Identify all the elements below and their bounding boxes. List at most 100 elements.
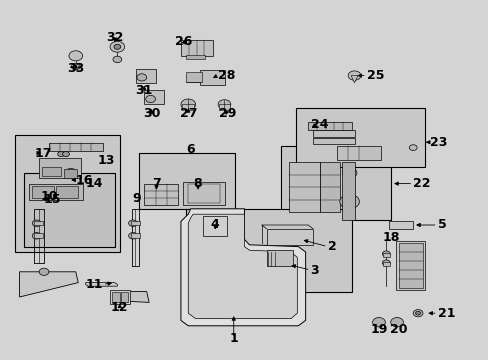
Text: 1: 1 [229, 332, 238, 345]
Polygon shape [350, 76, 357, 83]
Circle shape [137, 74, 146, 81]
Bar [24, 173, 115, 247]
Circle shape [342, 167, 356, 178]
Circle shape [128, 233, 137, 239]
Bar [181, 40, 212, 56]
Bar [203, 216, 227, 236]
Text: 32: 32 [106, 31, 123, 44]
Text: 24: 24 [310, 118, 327, 131]
Circle shape [390, 318, 403, 327]
Text: 13: 13 [97, 154, 115, 167]
Bar [63, 169, 77, 178]
Text: 7: 7 [152, 177, 161, 190]
Circle shape [65, 168, 77, 177]
Circle shape [113, 56, 122, 63]
Text: 22: 22 [412, 177, 430, 190]
Bar [388, 221, 412, 229]
Bar [121, 292, 128, 302]
Bar [266, 229, 312, 245]
Polygon shape [115, 292, 149, 302]
Text: 19: 19 [369, 323, 387, 336]
Bar [398, 243, 422, 288]
Text: 4: 4 [210, 219, 219, 231]
Circle shape [58, 152, 64, 157]
Text: 25: 25 [366, 69, 384, 82]
Bar [29, 184, 83, 200]
Circle shape [39, 268, 49, 275]
Bar [185, 55, 205, 59]
Text: 20: 20 [389, 323, 407, 336]
Circle shape [408, 145, 416, 150]
Bar [41, 167, 61, 176]
Bar [342, 162, 354, 220]
Bar [49, 143, 102, 151]
Bar [185, 72, 202, 82]
Bar [183, 182, 224, 205]
Text: 9: 9 [132, 192, 141, 204]
Circle shape [415, 311, 420, 315]
Bar [131, 233, 140, 238]
Circle shape [218, 100, 230, 109]
Bar [295, 108, 425, 167]
Text: 6: 6 [186, 143, 195, 156]
Circle shape [32, 233, 41, 239]
Bar [144, 90, 163, 104]
Bar [39, 158, 81, 178]
Text: 15: 15 [44, 193, 61, 206]
Circle shape [128, 220, 137, 226]
Text: 33: 33 [67, 62, 84, 75]
Bar [32, 186, 54, 198]
Text: 27: 27 [179, 107, 197, 120]
Bar [56, 186, 78, 198]
Circle shape [347, 71, 360, 80]
Bar [337, 146, 381, 160]
Text: 2: 2 [327, 240, 336, 253]
Polygon shape [181, 209, 305, 326]
Circle shape [339, 194, 359, 209]
Text: 18: 18 [382, 231, 399, 244]
Text: 23: 23 [429, 136, 447, 149]
Bar [307, 122, 351, 130]
Circle shape [69, 51, 82, 61]
Text: 30: 30 [142, 107, 160, 120]
Bar [185, 209, 351, 292]
Bar [320, 162, 339, 212]
Circle shape [382, 251, 389, 257]
Text: 14: 14 [85, 177, 102, 190]
Polygon shape [20, 272, 78, 297]
Bar [382, 262, 389, 266]
Circle shape [114, 44, 121, 49]
Text: 21: 21 [437, 307, 454, 320]
Bar [131, 221, 140, 225]
Text: 17: 17 [34, 147, 52, 159]
Bar [15, 135, 120, 252]
Text: 5: 5 [437, 219, 446, 231]
Text: 12: 12 [111, 301, 128, 314]
Bar [144, 184, 178, 205]
Bar [200, 70, 224, 85]
Text: 28: 28 [217, 69, 235, 82]
Text: 26: 26 [174, 35, 192, 48]
Polygon shape [85, 283, 117, 286]
Text: 29: 29 [218, 107, 236, 120]
Circle shape [181, 99, 195, 110]
Text: 3: 3 [310, 264, 319, 276]
Bar [288, 162, 320, 212]
Text: 16: 16 [76, 174, 93, 186]
Circle shape [382, 260, 389, 266]
Text: 8: 8 [193, 177, 202, 190]
Bar [382, 253, 389, 257]
Circle shape [32, 220, 41, 226]
Bar [281, 146, 390, 220]
Bar [266, 250, 293, 266]
Bar [34, 221, 42, 225]
Text: 10: 10 [40, 190, 58, 203]
Text: 11: 11 [85, 278, 102, 291]
Circle shape [62, 152, 69, 157]
Bar [312, 130, 354, 137]
Bar [110, 290, 129, 304]
Bar [182, 104, 194, 110]
Bar [112, 292, 120, 302]
Bar [139, 153, 234, 209]
Bar [34, 233, 42, 238]
